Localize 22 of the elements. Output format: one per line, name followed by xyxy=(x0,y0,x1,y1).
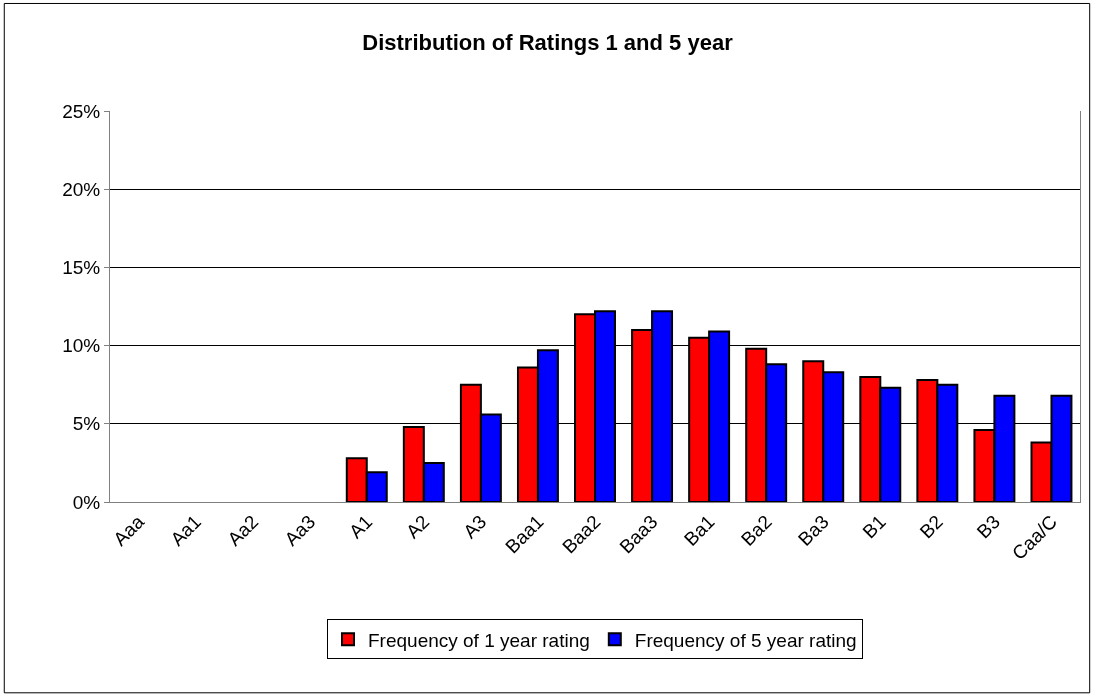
x-tick-label: Aa2 xyxy=(223,511,263,550)
y-tick-label: 20% xyxy=(62,178,101,200)
legend-label: Frequency of 5 year rating xyxy=(634,629,857,651)
x-tick-label: A1 xyxy=(345,511,377,543)
x-tick-label: A2 xyxy=(402,511,434,543)
x-tick-label: Ba3 xyxy=(794,511,833,550)
y-tick-label: 5% xyxy=(72,413,101,435)
x-tick-label: Ba2 xyxy=(736,511,776,550)
y-tick-label: 0% xyxy=(72,491,101,513)
chart-title: Distribution of Ratings 1 and 5 year xyxy=(362,30,734,56)
y-tick-label: 25% xyxy=(62,100,101,122)
x-tick-label: Aa1 xyxy=(166,511,206,550)
x-tick-label: Ba1 xyxy=(679,511,719,550)
x-tick-label: Aaa xyxy=(109,510,149,550)
x-tick-label: B1 xyxy=(858,511,890,543)
x-tick-label: Aa3 xyxy=(280,511,320,550)
x-tick-label: B3 xyxy=(972,511,1004,543)
y-tick-label: 10% xyxy=(62,335,101,357)
x-tick-label: B2 xyxy=(915,511,947,543)
x-tick-label: A3 xyxy=(459,511,491,543)
y-tick-label: 15% xyxy=(62,257,101,279)
legend-label: Frequency of 1 year rating xyxy=(368,629,590,651)
